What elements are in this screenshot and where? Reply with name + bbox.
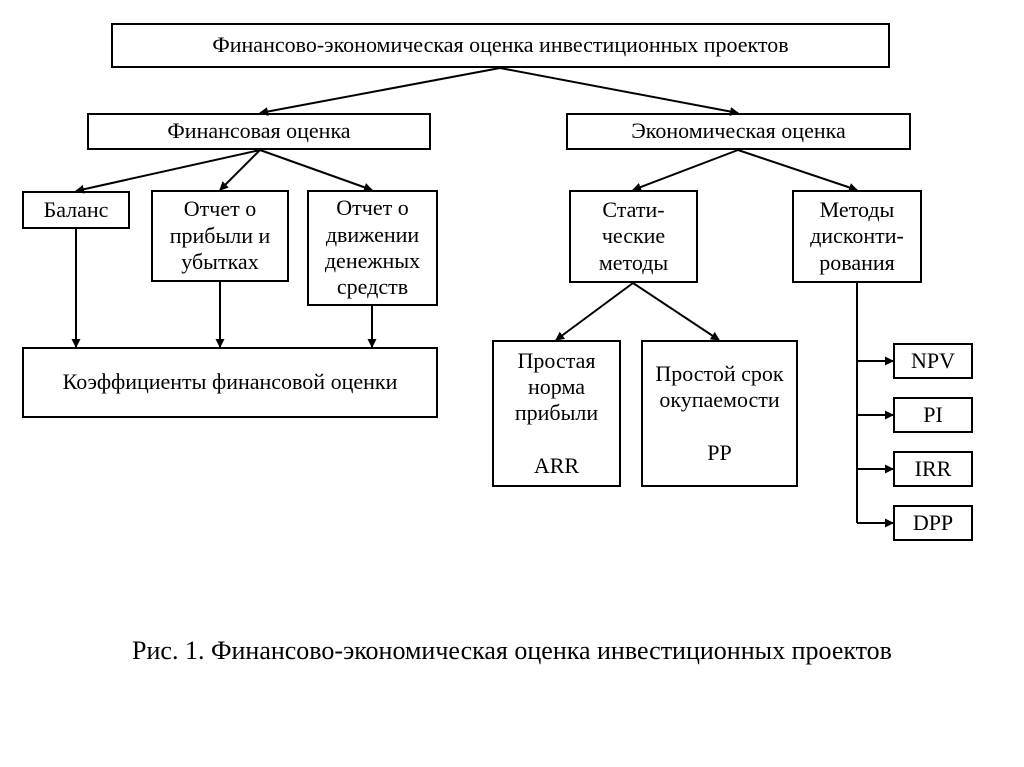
node-cashflow: Отчет о движении денежных средств xyxy=(307,190,438,306)
node-arr: Простая норма прибыли ARR xyxy=(492,340,621,487)
diagram-canvas: Рис. 1. Финансово-экономическая оценка и… xyxy=(0,0,1024,767)
node-fin: Финансовая оценка xyxy=(87,113,431,150)
node-dpp: DPP xyxy=(893,505,973,541)
node-static: Стати- ческие методы xyxy=(569,190,698,283)
node-balance: Баланс xyxy=(22,191,130,229)
node-discount: Методы дисконти- рования xyxy=(792,190,922,283)
node-irr: IRR xyxy=(893,451,973,487)
node-npv: NPV xyxy=(893,343,973,379)
node-root: Финансово-экономическая оценка инвестици… xyxy=(111,23,890,68)
figure-caption: Рис. 1. Финансово-экономическая оценка и… xyxy=(120,636,904,666)
node-pi: PI xyxy=(893,397,973,433)
node-econ: Экономическая оценка xyxy=(566,113,911,150)
node-coeffs: Коэффициенты финансовой оценки xyxy=(22,347,438,418)
node-pnl: Отчет о прибыли и убытках xyxy=(151,190,289,282)
node-pp: Простой срок окупаемости PP xyxy=(641,340,798,487)
